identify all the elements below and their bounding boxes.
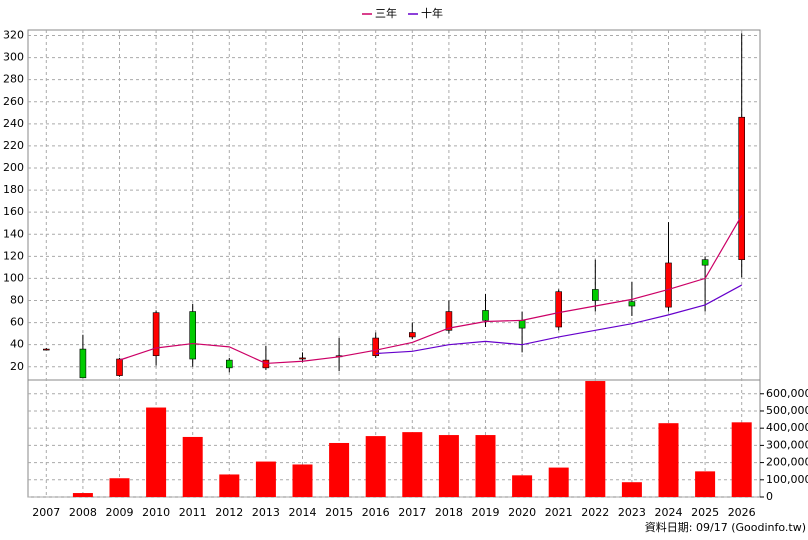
x-tick-label: 2014 — [289, 506, 317, 519]
y2-tick-label: 300,000 — [766, 438, 808, 451]
volume-bar — [475, 435, 496, 497]
y-tick-label: 300 — [3, 51, 24, 64]
x-tick-label: 2025 — [691, 506, 719, 519]
x-tick-label: 2017 — [398, 506, 426, 519]
candle-body — [189, 311, 196, 360]
volume-bar — [72, 493, 93, 497]
y2-tick-label: 400,000 — [766, 421, 808, 434]
candle-body — [226, 359, 233, 369]
volume-bar — [109, 478, 130, 497]
y-tick-label: 240 — [3, 117, 24, 130]
volume-bar — [402, 432, 423, 497]
y-tick-label: 180 — [3, 183, 24, 196]
x-tick-label: 2011 — [179, 506, 207, 519]
x-tick-label: 2013 — [252, 506, 280, 519]
volume-bar — [585, 381, 606, 497]
x-tick-label: 2018 — [435, 506, 463, 519]
candle-body — [79, 348, 87, 379]
volume-bar — [438, 435, 459, 497]
x-tick-label: 2008 — [69, 506, 97, 519]
volume-bar — [365, 436, 386, 497]
y2-tick-label: 600,000 — [766, 387, 808, 400]
x-tick-label: 2020 — [508, 506, 536, 519]
y-tick-label: 280 — [3, 73, 24, 86]
y2-tick-label: 100,000 — [766, 473, 808, 486]
x-tick-label: 2022 — [581, 506, 609, 519]
y2-tick-label: 0 — [766, 490, 773, 503]
source-note: 資料日期: 09/17 (Goodinfo.tw) — [645, 520, 806, 534]
x-tick-label: 2007 — [32, 506, 60, 519]
candle-body — [555, 291, 563, 328]
ma-line — [119, 215, 743, 365]
y-tick-label: 140 — [3, 227, 24, 240]
x-tick-label: 2016 — [362, 506, 390, 519]
candle-body — [42, 348, 50, 351]
volume-bar — [731, 422, 752, 497]
y-tick-label: 100 — [3, 271, 24, 284]
candle-body — [408, 332, 416, 338]
volume-bar — [219, 474, 240, 497]
x-tick-label: 2026 — [728, 506, 756, 519]
legend-label: 十年 — [421, 6, 443, 20]
candle-body — [372, 337, 380, 357]
x-tick-label: 2021 — [545, 506, 573, 519]
x-tick-label: 2024 — [655, 506, 683, 519]
y2-tick-label: 500,000 — [766, 404, 808, 417]
x-tick-label: 2023 — [618, 506, 646, 519]
y-tick-label: 60 — [10, 316, 24, 329]
y-tick-label: 320 — [3, 29, 24, 42]
candle-body — [628, 301, 636, 307]
y-tick-label: 80 — [10, 294, 24, 307]
y-tick-label: 260 — [3, 95, 24, 108]
candle-body — [518, 320, 526, 329]
plot-area — [27, 29, 761, 498]
y-tick-label: 120 — [3, 249, 24, 262]
candle-body — [738, 116, 746, 260]
volume-bar — [512, 475, 533, 497]
x-tick-label: 2015 — [325, 506, 353, 519]
candle-body — [152, 312, 160, 357]
volume-bar — [182, 436, 203, 497]
candle-body — [591, 289, 599, 301]
volume-bar — [658, 423, 679, 497]
volume-bar — [255, 461, 276, 497]
y-tick-label: 220 — [3, 139, 24, 152]
y-tick-label: 40 — [10, 338, 24, 351]
candle-body — [299, 357, 306, 360]
y-tick-label: 20 — [10, 360, 24, 373]
x-tick-label: 2019 — [472, 506, 500, 519]
volume-bar — [695, 471, 716, 497]
volume-bar — [146, 407, 167, 497]
candle-body — [701, 259, 709, 266]
legend-label: 三年 — [375, 6, 397, 20]
candle-body — [665, 262, 672, 308]
volume-bar — [621, 482, 642, 497]
y2-tick-label: 200,000 — [766, 456, 808, 469]
volume-bar — [292, 464, 313, 497]
x-tick-label: 2010 — [142, 506, 170, 519]
volume-bar — [329, 442, 350, 497]
ma-line — [375, 284, 742, 355]
candle-body — [445, 311, 453, 331]
x-tick-label: 2012 — [215, 506, 243, 519]
x-tick-label: 2009 — [106, 506, 134, 519]
volume-bar — [548, 467, 569, 497]
y-tick-label: 200 — [3, 161, 24, 174]
candle-body — [116, 358, 123, 376]
y-tick-label: 160 — [3, 205, 24, 218]
candle-body — [482, 310, 489, 321]
